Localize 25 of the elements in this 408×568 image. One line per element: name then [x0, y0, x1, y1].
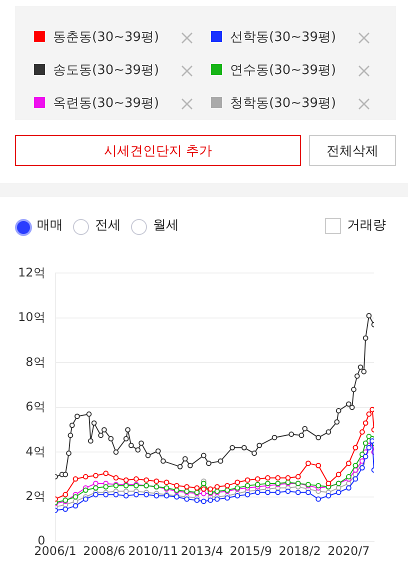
x-tick-label: 2013/4	[180, 544, 224, 558]
x-tick-label: 2008/6	[83, 544, 126, 558]
legend-label: 연수동(30~39평)	[230, 63, 336, 78]
legend-label: 선학동(30~39평)	[230, 30, 336, 45]
text: 시세견인단지 추가	[15, 135, 301, 166]
legend-label: 송도동(30~39평)	[53, 63, 160, 78]
y-tick-label: 8억	[26, 354, 46, 369]
x-tick-label: 2006/1	[34, 544, 76, 558]
legend-label: 동춘동(30~39평)	[53, 30, 160, 45]
x-tick-label: 2015/9	[230, 544, 272, 558]
y-tick-label: 10억	[18, 310, 46, 324]
text: 매매	[37, 218, 63, 234]
text: 거래량	[347, 218, 386, 234]
y-tick-label: 2억	[26, 488, 46, 503]
x-tick-label: 2010/11	[128, 544, 178, 558]
text: 전체삭제	[309, 135, 396, 166]
text: 전세	[95, 218, 121, 234]
legend-label: 청학동(30~39평)	[230, 96, 336, 111]
text: 월세	[153, 218, 179, 234]
y-tick-label: 4억	[26, 444, 46, 458]
y-tick-label: 6억	[26, 400, 46, 414]
x-tick-label: 2018/2	[278, 544, 321, 558]
x-tick-label: 2020/7	[328, 544, 370, 558]
y-tick-label: 12억	[18, 265, 46, 280]
legend-label: 옥련동(30~39평)	[53, 96, 160, 111]
